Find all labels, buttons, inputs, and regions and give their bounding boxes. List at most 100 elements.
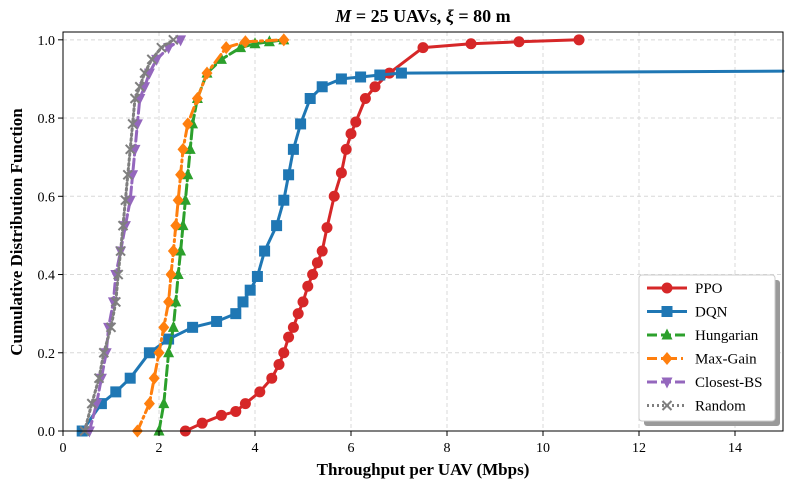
data-point-random [134, 81, 146, 92]
data-point-max-gain [170, 219, 182, 233]
data-point-max-gain [167, 244, 179, 258]
data-point-ppo [283, 331, 295, 343]
y-axis-title: Cumulative Distribution Function [7, 108, 26, 356]
data-point-ppo [369, 81, 381, 93]
data-point-dqn [295, 118, 307, 130]
data-point-max-gain [220, 41, 232, 55]
x-tick-label: 2 [156, 441, 163, 456]
marker-stroke [112, 269, 124, 280]
data-point-ppo [316, 245, 328, 257]
legend-label-closest-bs: Closest-BS [695, 375, 763, 391]
legend-marker-closest-bs [661, 377, 673, 389]
data-point-ppo [297, 296, 309, 308]
data-point-dqn [316, 81, 328, 93]
data-point-random [139, 67, 150, 79]
y-tick-label: 0.8 [38, 112, 56, 127]
data-point-max-gain [177, 142, 189, 156]
data-point-max-gain [191, 92, 203, 105]
data-point-random [98, 347, 110, 358]
legend-marker-random [661, 400, 673, 411]
data-point-hungarian [235, 41, 247, 53]
data-point-max-gain [172, 193, 184, 207]
data-point-hungarian [182, 168, 194, 180]
y-tick-label: 0.4 [38, 269, 56, 284]
data-point-dqn [143, 347, 155, 359]
data-point-max-gain [158, 320, 170, 334]
data-point-random [127, 118, 138, 130]
data-point-random [146, 54, 158, 65]
marker-stroke [146, 54, 158, 65]
title-text-part1: = 25 UAVs, [351, 6, 445, 26]
data-point-ppo [254, 386, 266, 398]
legend-item-ppo: PPO [647, 281, 723, 297]
marker-stroke [129, 93, 141, 104]
data-point-random [120, 194, 131, 206]
data-point-max-gain [278, 33, 290, 47]
data-point-ppo [465, 38, 477, 50]
y-tick-label: 0.0 [38, 425, 56, 440]
data-point-random [168, 34, 179, 46]
data-point-ppo [350, 116, 362, 128]
chart-title: M = 25 UAVs, ξ = 80 m [334, 6, 510, 27]
data-point-random [124, 144, 136, 155]
plot-frame [62, 31, 784, 432]
legend-marker-hungarian [661, 328, 673, 340]
data-point-ppo [328, 190, 340, 202]
data-point-random [105, 322, 117, 333]
title-math-m: M [334, 6, 352, 26]
data-point-random [93, 372, 105, 384]
data-point-dqn [163, 333, 175, 345]
legend-item-closest-bs: Closest-BS [647, 375, 763, 391]
data-point-max-gain [182, 117, 194, 131]
y-tick-label: 0.6 [38, 190, 56, 205]
data-point-hungarian [175, 244, 187, 256]
data-point-dqn [355, 71, 367, 83]
legend-label-random: Random [695, 399, 746, 415]
marker-stroke [124, 144, 136, 155]
legend-label-max-gain: Max-Gain [695, 352, 757, 368]
x-tick-label: 14 [728, 441, 742, 456]
y-tick-label: 1.0 [38, 34, 56, 49]
marker-stroke [122, 169, 134, 180]
data-point-ppo [311, 257, 323, 269]
marker-stroke [117, 220, 129, 231]
marker-stroke [93, 372, 105, 384]
marker-stroke [127, 118, 138, 130]
data-point-dqn [304, 93, 316, 104]
x-axis-title: Throughput per UAV (Mbps) [317, 460, 530, 479]
title-math-xi: ξ [446, 6, 454, 27]
data-point-hungarian [215, 52, 227, 64]
data-point-dqn [244, 284, 256, 296]
data-point-max-gain [163, 295, 175, 309]
data-point-ppo [359, 93, 371, 104]
data-point-random [156, 42, 167, 53]
data-point-hungarian [167, 320, 179, 332]
data-point-ppo [345, 128, 357, 140]
x-tick-label: 12 [632, 441, 646, 456]
data-point-random [110, 296, 122, 308]
legend-marker-dqn [661, 306, 673, 317]
data-point-hungarian [163, 346, 175, 358]
data-point-random [122, 169, 134, 180]
legend-item-hungarian: Hungarian [647, 328, 759, 344]
data-point-ppo [215, 409, 227, 421]
data-point-dqn [187, 321, 199, 333]
marker-stroke [105, 322, 117, 333]
data-point-ppo [273, 359, 285, 370]
marker-stroke [156, 42, 167, 53]
data-point-ppo [292, 308, 304, 320]
x-axis: 0 2 4 6 8 10 12 14 [60, 431, 742, 456]
x-tick-label: 8 [444, 441, 451, 456]
data-point-max-gain [175, 168, 187, 182]
y-axis: 0.0 0.2 0.4 0.6 0.8 1.0 [38, 34, 63, 440]
legend-marker-ppo [661, 282, 673, 294]
marker-stroke [134, 81, 146, 92]
data-point-ppo [307, 269, 319, 281]
series-group [76, 33, 785, 438]
legend-item-random: Random [647, 399, 746, 415]
data-point-dqn [259, 245, 271, 257]
marker-stroke [661, 400, 673, 411]
data-point-ppo [340, 143, 352, 155]
data-point-dqn [271, 220, 283, 232]
